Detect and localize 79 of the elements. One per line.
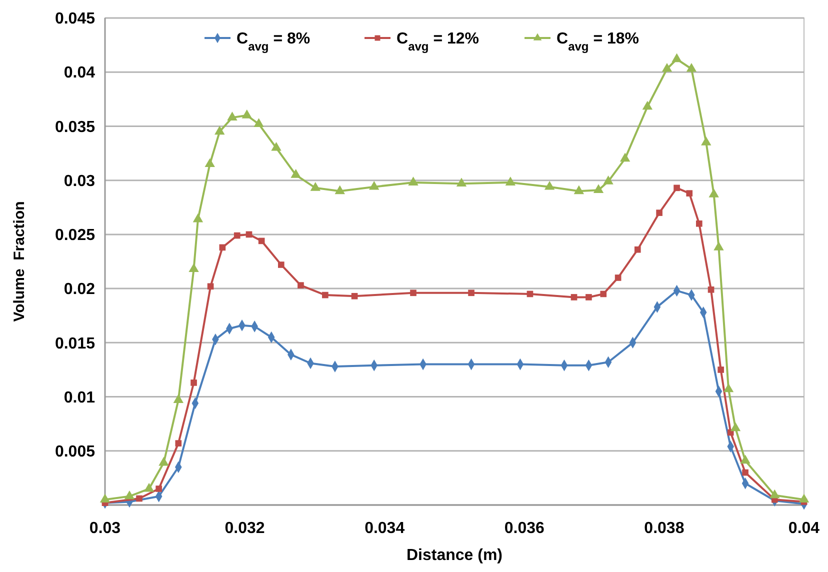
point <box>298 282 304 288</box>
point <box>742 469 748 476</box>
point <box>656 210 662 216</box>
point <box>714 242 724 250</box>
point <box>188 263 199 272</box>
y-tick-label: 0.02 <box>64 281 96 298</box>
x-axis-title: Distance (m) <box>406 547 503 564</box>
point <box>234 232 240 239</box>
point <box>708 286 714 293</box>
point <box>173 394 184 403</box>
point <box>278 262 284 268</box>
x-tick-label: 0.036 <box>504 520 545 537</box>
x-tick-label: 0.038 <box>644 520 684 537</box>
point <box>207 283 214 290</box>
x-tick-label: 0.03 <box>89 520 121 537</box>
point <box>258 238 265 244</box>
point <box>634 246 641 253</box>
point <box>740 454 750 464</box>
point <box>708 188 719 198</box>
point <box>718 366 724 373</box>
x-tick-label: 0.034 <box>364 520 405 537</box>
point <box>192 213 204 222</box>
point <box>526 290 534 298</box>
point <box>175 440 182 446</box>
point <box>246 231 252 238</box>
point <box>662 62 672 72</box>
point <box>686 62 697 72</box>
point <box>723 383 734 392</box>
point <box>614 274 622 281</box>
point <box>271 142 282 151</box>
point <box>674 184 680 192</box>
point <box>219 244 226 251</box>
legend-label: C$_{avg}$ = 8% <box>236 30 310 54</box>
point <box>642 100 653 110</box>
point <box>242 110 252 118</box>
y-tick-label: 0.03 <box>64 172 96 190</box>
point <box>254 118 264 127</box>
point <box>369 180 380 190</box>
point <box>334 185 345 194</box>
point <box>136 495 142 502</box>
point <box>456 178 467 187</box>
y-tick-label: 0.01 <box>64 389 96 406</box>
point <box>408 176 418 186</box>
point <box>310 182 320 191</box>
point <box>570 294 578 300</box>
point <box>686 190 693 196</box>
y-tick-label: 0.025 <box>54 227 96 244</box>
point <box>190 380 197 386</box>
point <box>410 290 416 296</box>
point <box>574 185 584 194</box>
point <box>701 136 712 146</box>
x-tick-label: 0.032 <box>224 520 265 537</box>
y-tick-label: 0.005 <box>54 443 96 460</box>
y-tick-label: 0.035 <box>54 118 96 136</box>
y-tick-label: 0.04 <box>64 64 96 82</box>
point <box>322 292 328 298</box>
point <box>204 158 215 168</box>
point <box>730 422 741 432</box>
point <box>620 152 630 162</box>
point <box>156 486 162 492</box>
point <box>696 220 702 227</box>
point <box>468 290 474 296</box>
point <box>600 290 607 298</box>
legend-label: C$_{avg}$ = 12% <box>396 30 480 54</box>
legend-label: C$_{avg}$ = 18% <box>556 30 640 54</box>
point <box>227 112 238 121</box>
y-tick-label: 0.045 <box>54 10 96 28</box>
point <box>505 176 516 186</box>
point <box>544 180 555 190</box>
point <box>351 292 358 300</box>
point <box>214 126 225 135</box>
point <box>586 294 592 300</box>
point <box>593 184 604 194</box>
y-tick-label: 0.015 <box>54 335 96 352</box>
point <box>290 169 301 178</box>
point <box>672 53 682 62</box>
y-axis-title: Volume Fraction <box>11 201 28 322</box>
x-tick-label: 0.04 <box>788 520 820 537</box>
point <box>603 176 614 184</box>
